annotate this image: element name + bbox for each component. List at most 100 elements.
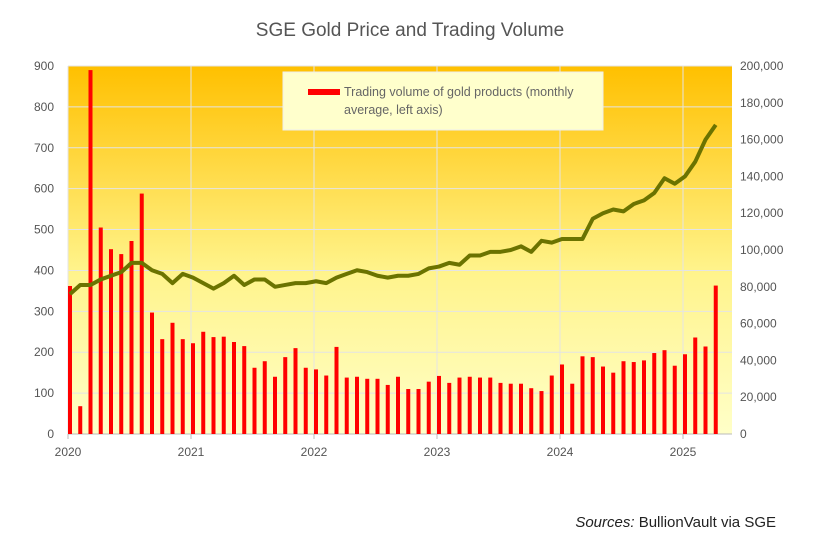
volume-bar: [447, 382, 452, 434]
y-right-tick-label: 40,000: [740, 353, 777, 367]
volume-bar: [170, 322, 175, 434]
legend-text-2: average, left axis): [344, 103, 443, 117]
volume-bar: [180, 339, 185, 434]
volume-bar: [314, 369, 318, 434]
volume-bar: [560, 364, 564, 434]
volume-bar: [611, 372, 616, 434]
y-left-tick-label: 0: [47, 427, 54, 441]
bar-series: [68, 70, 718, 434]
y-right-tick-label: 60,000: [740, 317, 777, 331]
y-left-tick-label: 500: [34, 223, 54, 237]
volume-bar: [437, 375, 441, 434]
volume-bar: [549, 375, 554, 434]
legend-box: [282, 71, 604, 131]
volume-bar: [416, 389, 421, 434]
volume-bar: [498, 382, 503, 434]
volume-bar: [334, 346, 339, 434]
volume-bar: [365, 378, 370, 434]
volume-bar: [662, 350, 667, 434]
volume-bar: [355, 376, 359, 434]
legend-text-1: Trading volume of gold products (monthly: [344, 85, 574, 99]
volume-bar: [273, 376, 277, 434]
volume-bar: [385, 384, 390, 434]
y-left-tick-label: 600: [34, 182, 54, 196]
volume-bar: [601, 366, 605, 434]
x-tick-label: 2020: [55, 445, 82, 459]
volume-bar: [590, 357, 595, 434]
source-text: BullionVault via SGE: [638, 514, 776, 531]
y-right-tick-label: 20,000: [740, 390, 777, 404]
volume-bar: [221, 336, 226, 434]
y-left-tick-label: 200: [34, 345, 54, 359]
y-right-tick-label: 0: [740, 427, 747, 441]
volume-bar: [426, 381, 431, 434]
y-right-tick-label: 100,000: [740, 243, 784, 257]
volume-bar: [293, 348, 298, 434]
y-left-tick-label: 800: [34, 100, 54, 114]
y-right-tick-label: 200,000: [740, 59, 784, 73]
volume-bar: [703, 346, 708, 434]
volume-bar: [375, 378, 380, 434]
volume-bar: [303, 367, 308, 434]
price-line: [68, 123, 718, 296]
volume-bar: [344, 377, 349, 434]
x-tick-label: 2024: [547, 445, 574, 459]
volume-bar: [672, 365, 677, 434]
volume-bar: [631, 362, 636, 434]
volume-bar: [478, 377, 482, 434]
x-tick-label: 2023: [424, 445, 451, 459]
volume-bar: [396, 376, 400, 434]
volume-bar: [580, 356, 585, 434]
volume-bar: [570, 383, 575, 434]
volume-bar: [129, 241, 134, 434]
volume-bar: [508, 383, 513, 434]
y-right-tick-label: 160,000: [740, 133, 784, 147]
x-tick-label: 2025: [670, 445, 697, 459]
volume-bar: [262, 361, 267, 434]
legend: Trading volume of gold products (monthly…: [282, 71, 604, 131]
x-tick-label: 2021: [178, 445, 205, 459]
chart-title: SGE Gold Price and Trading Volume: [256, 20, 564, 41]
volume-bar: [713, 285, 718, 434]
source-note: Sources: BullionVault via SGE: [575, 514, 776, 531]
volume-bar: [201, 331, 206, 434]
x-tick-label: 2022: [301, 445, 328, 459]
volume-bar: [642, 360, 646, 434]
y-left-tick-label: 700: [34, 141, 54, 155]
volume-bar: [406, 389, 411, 434]
volume-bar: [242, 346, 247, 434]
volume-bar: [78, 406, 83, 434]
y-left-tick-label: 900: [34, 59, 54, 73]
volume-bar: [693, 337, 698, 434]
volume-bar: [88, 70, 93, 434]
volume-bar: [539, 391, 544, 434]
volume-bar: [160, 339, 165, 434]
volume-bar: [252, 367, 257, 434]
y-left-tick-label: 400: [34, 263, 54, 277]
volume-bar: [68, 285, 72, 434]
y-left-tick-label: 300: [34, 304, 54, 318]
volume-bar: [324, 375, 329, 434]
volume-bar: [467, 376, 472, 434]
y-right-tick-label: 140,000: [740, 169, 784, 183]
y-right-tick-label: 120,000: [740, 206, 784, 220]
volume-bar: [211, 337, 216, 434]
volume-bar: [683, 354, 687, 434]
volume-bar: [457, 377, 462, 434]
volume-bar: [519, 383, 523, 434]
volume-bar: [529, 388, 534, 434]
volume-bar: [652, 353, 657, 434]
legend-swatch: [308, 89, 340, 95]
source-label: Sources:: [575, 514, 635, 531]
volume-bar: [119, 254, 124, 434]
volume-bar: [191, 343, 195, 434]
volume-bar: [109, 249, 113, 434]
y-left-tick-label: 100: [34, 386, 54, 400]
volume-bar: [232, 342, 236, 434]
y-right-tick-label: 180,000: [740, 96, 784, 110]
volume-bar: [139, 193, 144, 434]
volume-bar: [283, 357, 288, 434]
volume-bar: [621, 361, 626, 434]
volume-bar: [150, 312, 154, 434]
